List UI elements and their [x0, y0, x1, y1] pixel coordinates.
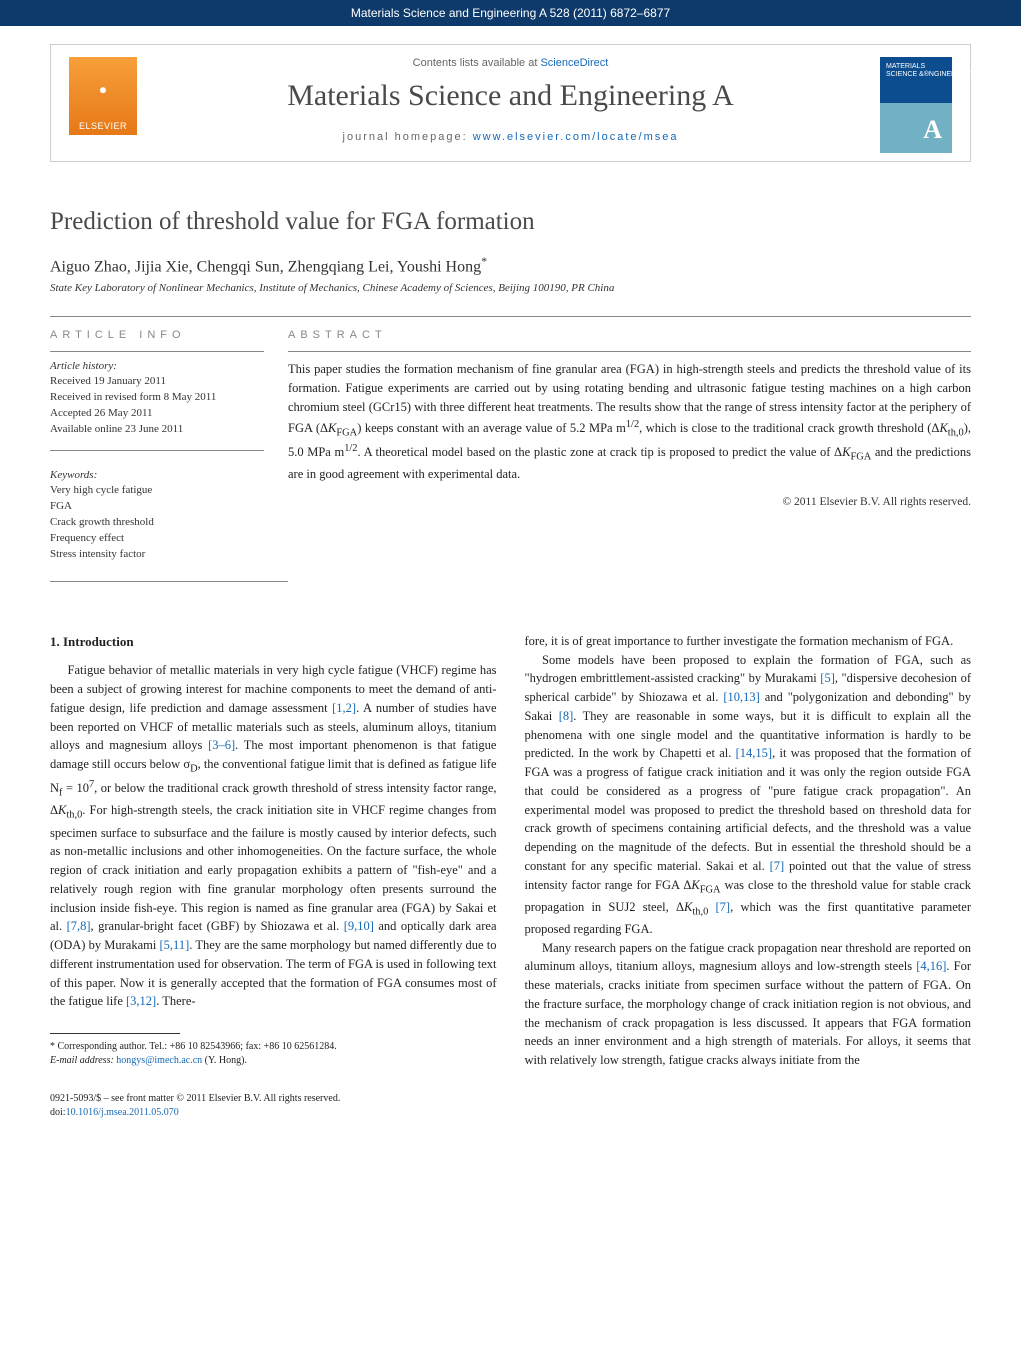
keywords-label: Keywords: — [50, 469, 264, 481]
divider — [50, 450, 264, 451]
journal-cover-thumbnail — [880, 57, 952, 153]
journal-homepage-link[interactable]: www.elsevier.com/locate/msea — [473, 131, 679, 143]
body-columns: 1. Introduction Fatigue behavior of meta… — [50, 632, 971, 1070]
ref-link[interactable]: [3–6] — [208, 738, 235, 752]
article-info-label: ARTICLE INFO — [50, 329, 264, 341]
header-center: Contents lists available at ScienceDirec… — [155, 57, 866, 143]
citation-link[interactable]: Materials Science and Engineering A 528 … — [351, 6, 670, 20]
elsevier-tree-icon — [83, 71, 123, 119]
affiliation: State Key Laboratory of Nonlinear Mechan… — [50, 282, 971, 294]
history-item: Available online 23 June 2011 — [50, 422, 264, 438]
ref-link[interactable]: [9,10] — [344, 919, 374, 933]
paragraph-continuation: fore, it is of great importance to furth… — [525, 632, 972, 651]
history-item: Accepted 26 May 2011 — [50, 406, 264, 422]
article-info-column: ARTICLE INFO Article history: Received 1… — [50, 329, 288, 562]
ref-link[interactable]: [5,11] — [160, 938, 190, 952]
ref-link[interactable]: [4,16] — [916, 959, 946, 973]
right-column: fore, it is of great importance to furth… — [525, 632, 972, 1070]
keyword: Crack growth threshold — [50, 515, 264, 531]
divider — [50, 581, 288, 582]
journal-name: Materials Science and Engineering A — [155, 79, 866, 113]
keyword: Stress intensity factor — [50, 547, 264, 563]
author-list: Aiguo Zhao, Jijia Xie, Chengqi Sun, Zhen… — [50, 254, 971, 276]
paragraph: Fatigue behavior of metallic materials i… — [50, 661, 497, 1011]
abstract-column: ABSTRACT This paper studies the formatio… — [288, 329, 971, 562]
ref-link[interactable]: [8] — [559, 709, 574, 723]
ref-link[interactable]: [7,8] — [67, 919, 91, 933]
divider — [50, 351, 264, 352]
contents-lists-line: Contents lists available at ScienceDirec… — [155, 57, 866, 69]
journal-header: ELSEVIER Contents lists available at Sci… — [50, 44, 971, 162]
left-column: 1. Introduction Fatigue behavior of meta… — [50, 632, 497, 1070]
journal-homepage-line: journal homepage: www.elsevier.com/locat… — [155, 131, 866, 143]
email-link[interactable]: hongys@imech.ac.cn — [116, 1055, 202, 1066]
page-footer: 0921-5093/$ – see front matter © 2011 El… — [50, 1092, 971, 1120]
history-item: Received 19 January 2011 — [50, 374, 264, 390]
sciencedirect-link[interactable]: ScienceDirect — [540, 57, 608, 69]
publisher-label: ELSEVIER — [79, 121, 127, 131]
corresponding-marker: * — [481, 254, 487, 268]
corresponding-author-footnote: * Corresponding author. Tel.: +86 10 825… — [50, 1040, 497, 1068]
abstract-text: This paper studies the formation mechani… — [288, 360, 971, 484]
divider — [50, 316, 971, 317]
keyword: Frequency effect — [50, 531, 264, 547]
ref-link[interactable]: [10,13] — [723, 690, 759, 704]
doi-link[interactable]: 10.1016/j.msea.2011.05.070 — [66, 1107, 179, 1118]
ref-link[interactable]: [3,12] — [126, 994, 156, 1008]
history-label: Article history: — [50, 360, 264, 372]
ref-link[interactable]: [7] — [716, 900, 731, 914]
ref-link[interactable]: [14,15] — [736, 746, 772, 760]
history-item: Received in revised form 8 May 2011 — [50, 390, 264, 406]
abstract-label: ABSTRACT — [288, 329, 971, 341]
keyword: FGA — [50, 499, 264, 515]
keyword: Very high cycle fatigue — [50, 483, 264, 499]
ref-link[interactable]: [1,2] — [332, 701, 356, 715]
section-heading: 1. Introduction — [50, 632, 497, 652]
ref-link[interactable]: [5] — [820, 671, 835, 685]
paragraph: Some models have been proposed to explai… — [525, 651, 972, 939]
paragraph: Many research papers on the fatigue crac… — [525, 939, 972, 1070]
elsevier-logo: ELSEVIER — [69, 57, 137, 135]
copyright-line: © 2011 Elsevier B.V. All rights reserved… — [288, 496, 971, 508]
divider — [288, 351, 971, 352]
article-title: Prediction of threshold value for FGA fo… — [50, 208, 971, 236]
journal-citation-banner: Materials Science and Engineering A 528 … — [0, 0, 1021, 26]
footnote-divider — [50, 1033, 180, 1034]
ref-link[interactable]: [7] — [770, 859, 785, 873]
